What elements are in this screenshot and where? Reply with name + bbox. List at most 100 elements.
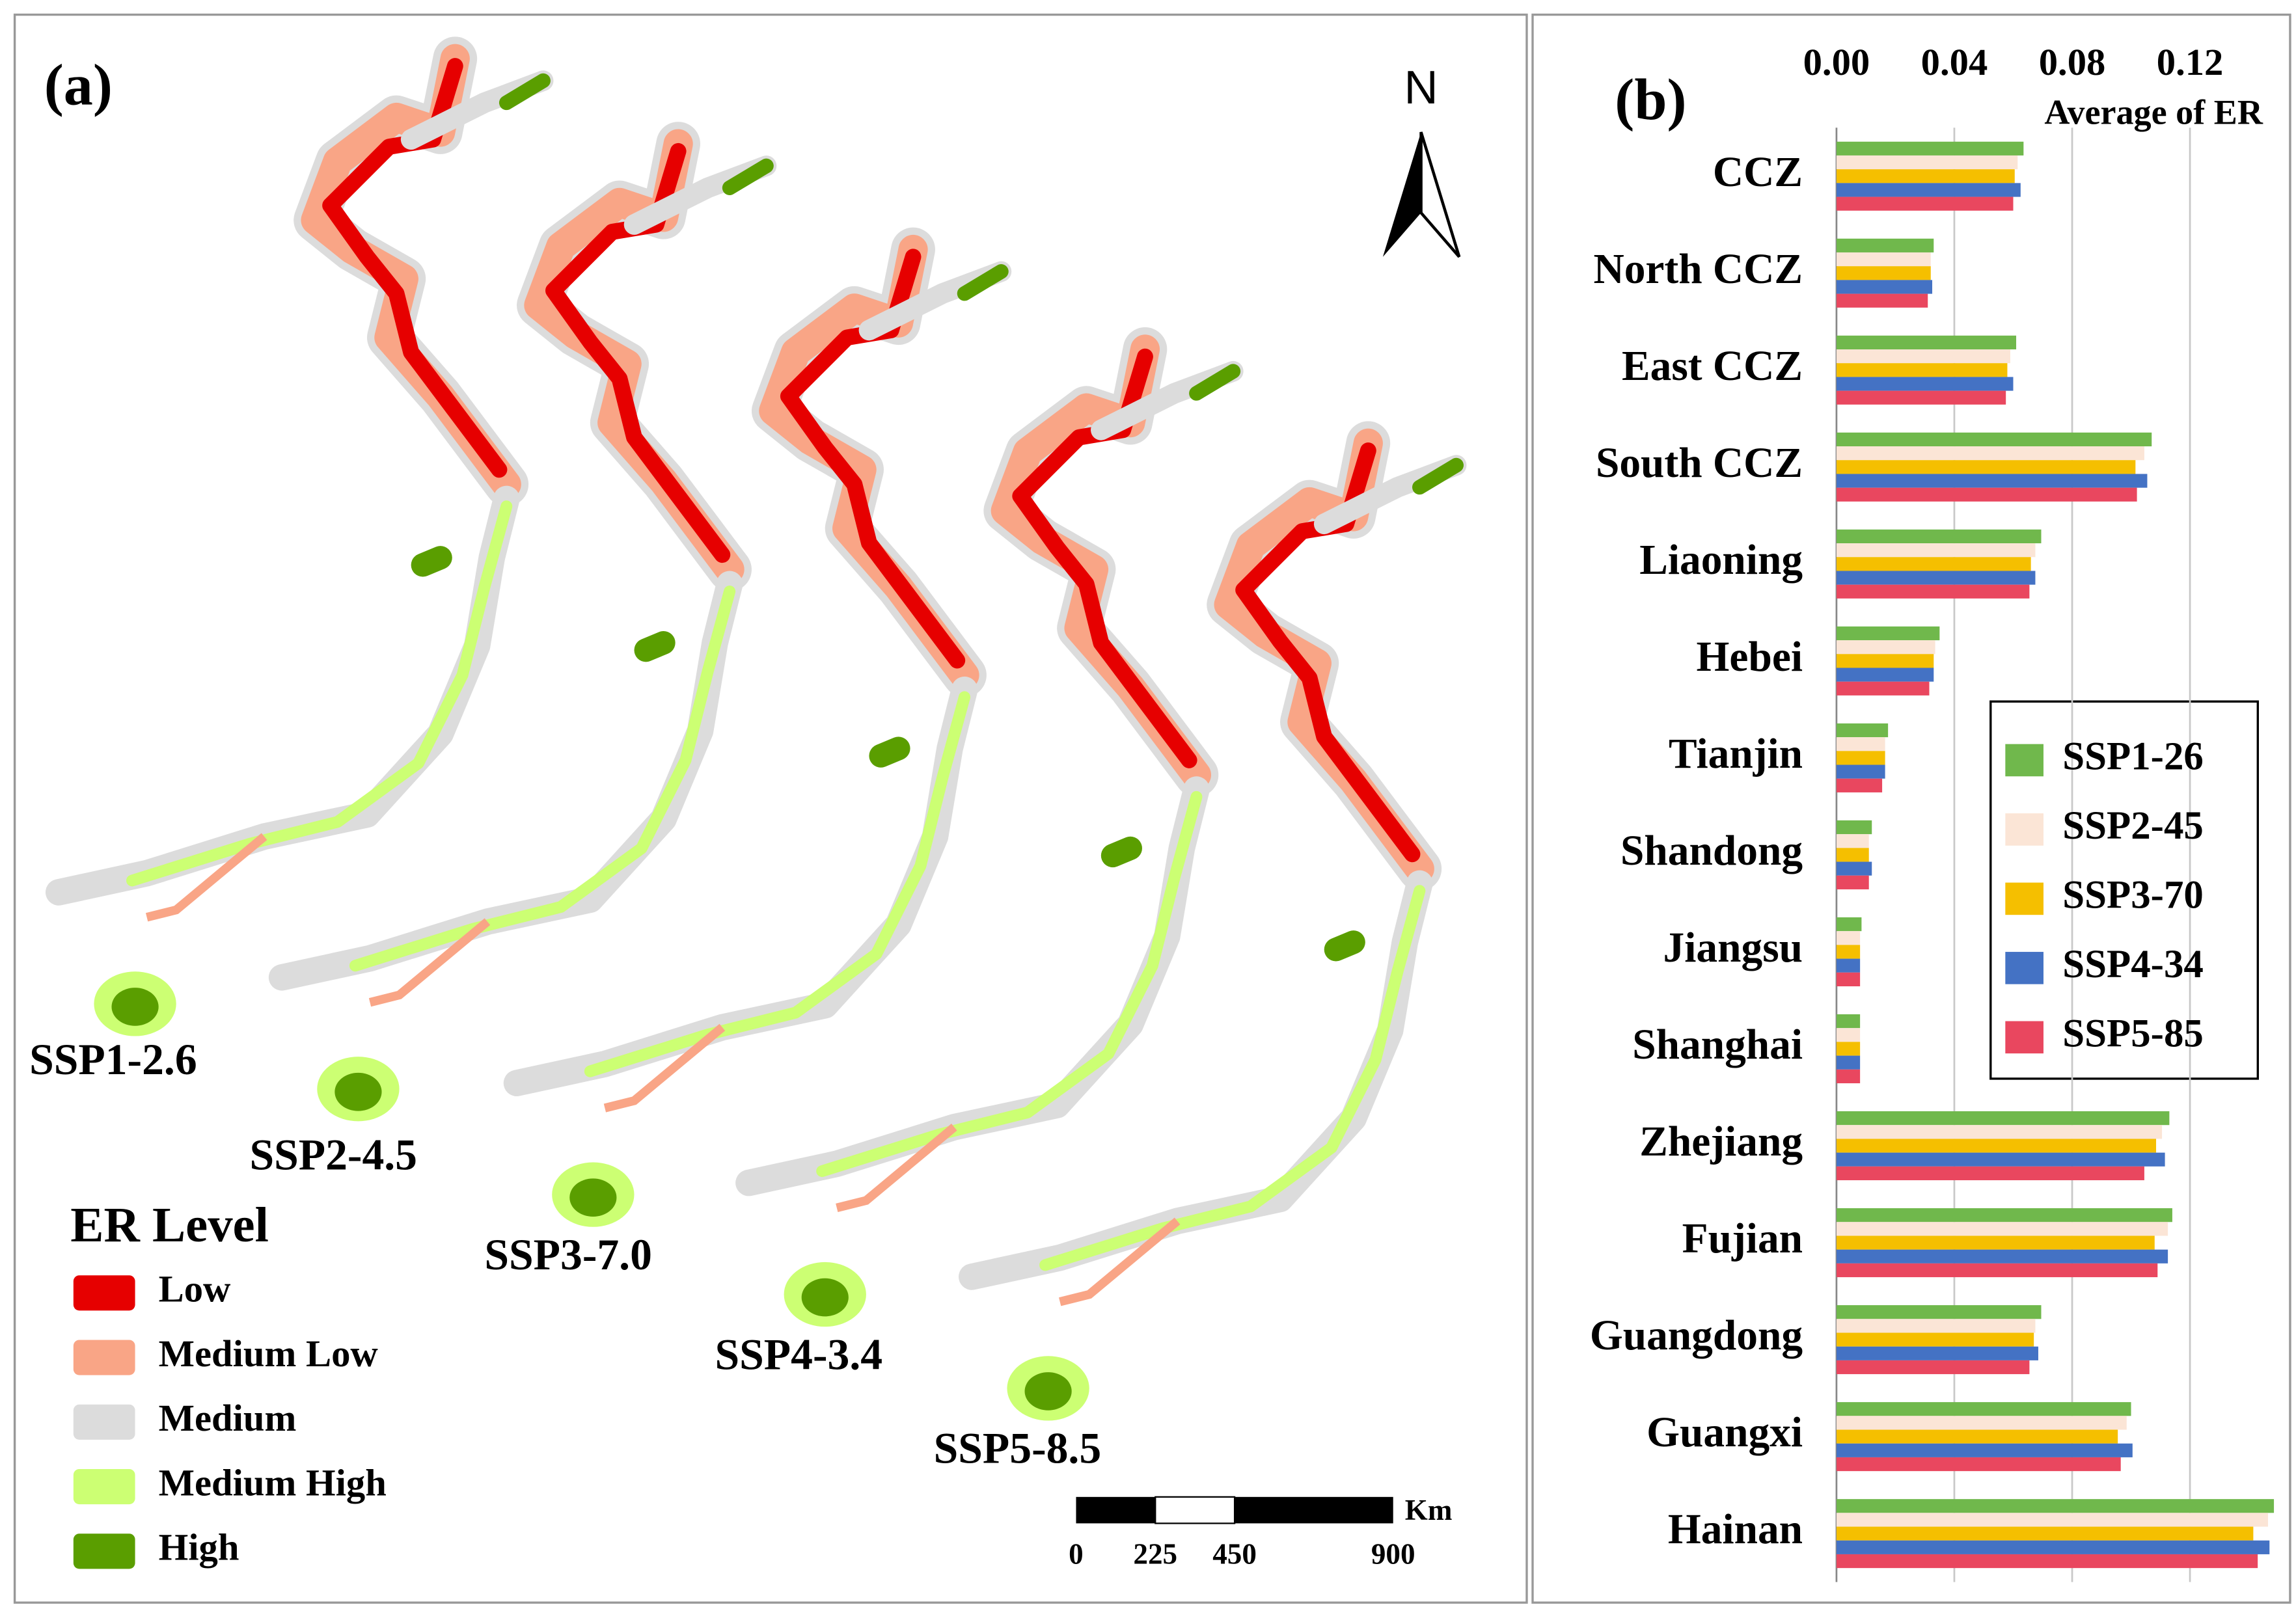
bar	[1836, 432, 2152, 447]
x-tick-label: 0.12	[2157, 41, 2224, 83]
bar	[1836, 820, 1872, 835]
bar	[1836, 238, 1934, 252]
bar	[1836, 293, 1928, 308]
bar	[1836, 1360, 2030, 1375]
legend-label: SSP1-26	[2062, 735, 2204, 778]
coast-map	[59, 59, 543, 1036]
bar	[1836, 668, 1934, 682]
scale-label: 900	[1371, 1538, 1415, 1571]
bar	[1836, 529, 2042, 544]
bar	[1836, 474, 2148, 488]
bar	[1836, 1028, 1861, 1042]
scale-label: 450	[1212, 1538, 1257, 1571]
legend-swatch	[73, 1404, 135, 1440]
north-arrow	[1382, 132, 1421, 257]
coast-map	[748, 349, 1233, 1327]
panel-b-frame	[1531, 13, 2291, 1604]
bar	[1836, 1222, 2168, 1236]
bar	[1836, 1429, 2118, 1444]
x-axis-label: Average of ER	[2044, 93, 2263, 132]
scenario-label: SSP5-8.5	[934, 1424, 1102, 1473]
north-arrow	[1419, 131, 1461, 258]
y-tick-label: Liaoning	[1639, 537, 1803, 584]
bar	[1836, 557, 2031, 571]
bar	[1836, 875, 1869, 889]
legend-swatch	[2005, 1021, 2043, 1054]
y-tick-label: East CCZ	[1622, 343, 1803, 390]
legend-label: High	[159, 1526, 239, 1569]
scale-label: 225	[1133, 1538, 1177, 1571]
bar	[1836, 446, 2144, 461]
coast-map	[972, 443, 1456, 1420]
scenario-label: SSP3-7.0	[484, 1230, 652, 1279]
bar	[1836, 1069, 1861, 1084]
bar	[1836, 1014, 1861, 1029]
coast-map	[517, 249, 1001, 1226]
bar	[1836, 1554, 2258, 1569]
bar	[1836, 1249, 2168, 1263]
bar	[1836, 363, 2008, 377]
bar	[1836, 460, 2136, 474]
bar	[1836, 640, 1935, 655]
scale-bar	[1076, 1496, 1393, 1524]
bar	[1836, 1540, 2270, 1554]
x-tick-label: 0.04	[1921, 41, 1988, 83]
bar	[1836, 917, 1862, 932]
y-tick-label: Tianjin	[1669, 731, 1803, 777]
bar	[1836, 1526, 2254, 1541]
bar	[1836, 958, 1861, 973]
scale-unit: Km	[1405, 1494, 1453, 1526]
y-tick-label: Jiangsu	[1663, 925, 1803, 971]
bar	[1836, 1499, 2275, 1513]
bar	[1836, 1208, 2172, 1222]
bar	[1836, 778, 1883, 792]
bar	[1836, 1042, 1861, 1056]
legend-swatch	[73, 1275, 135, 1311]
panel-label: (b)	[1615, 67, 1686, 132]
bar	[1836, 1346, 2038, 1360]
bar	[1836, 196, 2014, 211]
bar	[1836, 764, 1885, 779]
legend-label: SSP3-70	[2062, 873, 2204, 917]
bar	[1836, 390, 2006, 405]
legend-swatch	[2005, 952, 2043, 984]
bar	[1836, 141, 2024, 155]
legend-swatch	[2005, 813, 2043, 846]
bar	[1836, 487, 2137, 502]
y-tick-label: North CCZ	[1593, 246, 1803, 293]
bar	[1836, 571, 2036, 585]
bar	[1836, 252, 1931, 267]
legend-title: ER Level	[70, 1197, 269, 1252]
bar	[1836, 169, 2015, 183]
legend-swatch	[2005, 744, 2043, 777]
y-tick-label: Hainan	[1668, 1506, 1803, 1553]
scale-label: 0	[1069, 1538, 1084, 1571]
bar	[1836, 1305, 2042, 1319]
y-tick-label: South CCZ	[1596, 440, 1803, 487]
scenario-label: SSP2-4.5	[250, 1131, 418, 1180]
panel-label: (a)	[44, 53, 113, 118]
bar	[1836, 654, 1934, 668]
bar	[1836, 1125, 2163, 1139]
bar	[1836, 1402, 2131, 1416]
bar	[1836, 183, 2021, 197]
y-tick-label: Fujian	[1682, 1215, 1803, 1262]
bar	[1836, 349, 2010, 364]
bar	[1836, 751, 1885, 765]
legend-label: SSP2-45	[2062, 804, 2204, 848]
legend-label: SSP5-85	[2062, 1012, 2204, 1055]
bar	[1836, 1319, 2036, 1333]
legend-swatch	[73, 1468, 135, 1505]
y-tick-label: CCZ	[1713, 149, 1803, 196]
bar	[1836, 335, 2017, 350]
y-tick-label: Zhejiang	[1639, 1118, 1803, 1165]
bar	[1836, 1513, 2269, 1527]
coast-map	[282, 144, 766, 1121]
bar	[1836, 543, 2036, 558]
legend-label: Low	[159, 1268, 231, 1310]
legend-label: Medium	[159, 1397, 297, 1439]
bar	[1836, 848, 1869, 862]
bar	[1836, 1139, 2157, 1153]
bar	[1836, 377, 2014, 391]
x-tick-label: 0.00	[1803, 41, 1870, 83]
